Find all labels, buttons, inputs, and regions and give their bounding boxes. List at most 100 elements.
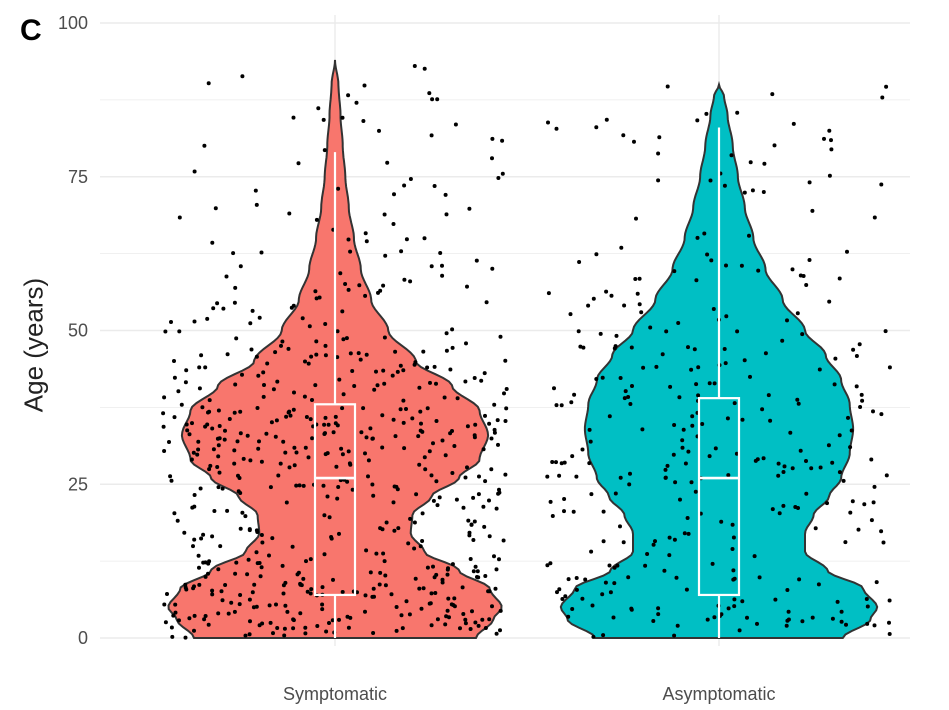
data-point <box>172 375 177 380</box>
data-point <box>232 410 237 415</box>
data-point <box>327 621 331 625</box>
data-point <box>199 353 204 358</box>
data-point <box>238 409 243 414</box>
y-tick-labels: 0 25 50 75 100 <box>58 13 88 648</box>
data-point <box>545 563 550 568</box>
data-point <box>222 437 227 442</box>
data-point <box>338 271 343 276</box>
data-point <box>492 430 497 435</box>
data-point <box>333 414 338 419</box>
data-point <box>198 486 203 491</box>
data-point <box>412 546 417 551</box>
data-point <box>880 95 885 100</box>
data-point <box>500 138 505 143</box>
data-point <box>810 208 815 213</box>
data-point <box>474 258 479 263</box>
data-point <box>238 491 243 495</box>
data-point <box>837 433 842 438</box>
data-point <box>196 553 201 558</box>
data-point <box>225 508 230 513</box>
data-point <box>431 564 435 569</box>
data-point <box>175 518 180 523</box>
data-point <box>217 424 222 428</box>
data-point <box>465 284 469 289</box>
data-point <box>559 461 564 466</box>
data-point <box>422 236 427 241</box>
data-point <box>165 592 169 596</box>
data-point <box>391 222 396 226</box>
data-point <box>609 293 614 298</box>
data-point <box>483 626 488 630</box>
data-point <box>748 374 752 379</box>
data-point <box>833 356 838 361</box>
data-point <box>576 329 581 334</box>
data-point <box>604 289 609 294</box>
data-point <box>689 480 694 485</box>
data-point <box>286 346 291 351</box>
data-point <box>291 618 296 623</box>
data-point <box>259 533 264 537</box>
data-point <box>839 609 844 614</box>
data-point <box>872 215 877 220</box>
data-point <box>189 457 194 462</box>
data-point <box>167 440 171 444</box>
data-point <box>664 329 669 334</box>
data-point <box>684 587 689 592</box>
data-point <box>343 282 348 286</box>
data-point <box>837 276 842 281</box>
data-point <box>574 474 579 479</box>
data-point <box>237 602 242 607</box>
data-point <box>352 384 357 388</box>
data-point <box>546 291 551 296</box>
data-point <box>845 249 849 254</box>
data-point <box>404 407 408 411</box>
data-point <box>257 315 262 320</box>
data-point <box>197 365 202 370</box>
data-point <box>425 365 430 370</box>
data-point <box>336 186 341 191</box>
data-point <box>377 582 382 587</box>
data-point <box>634 216 638 221</box>
data-point <box>264 431 269 436</box>
data-point <box>437 495 442 500</box>
data-point <box>872 623 877 628</box>
data-point <box>629 345 634 350</box>
data-point <box>364 239 369 244</box>
data-point <box>211 447 216 452</box>
data-point <box>257 623 262 628</box>
data-point <box>854 354 859 358</box>
data-point <box>363 231 368 236</box>
data-point <box>221 306 226 311</box>
data-point <box>401 398 406 403</box>
data-point <box>735 329 740 334</box>
data-point <box>498 628 502 633</box>
data-point <box>484 300 489 305</box>
data-point <box>356 351 361 356</box>
data-point <box>440 263 444 268</box>
data-point <box>500 171 505 176</box>
data-point <box>381 368 386 373</box>
data-point <box>233 382 238 387</box>
data-point <box>641 365 646 370</box>
data-point <box>398 407 403 412</box>
data-point <box>183 582 188 587</box>
data-point <box>722 183 727 188</box>
data-point <box>469 522 474 527</box>
data-point <box>548 499 553 504</box>
data-point <box>829 138 833 143</box>
data-point <box>696 393 701 398</box>
data-point <box>346 625 351 630</box>
data-point <box>291 115 296 120</box>
data-point <box>197 582 202 587</box>
data-point <box>291 407 296 412</box>
data-point <box>503 358 508 363</box>
data-point <box>348 351 353 356</box>
data-point <box>859 392 864 397</box>
data-point <box>776 473 781 478</box>
data-point <box>169 625 174 630</box>
data-point <box>790 267 795 272</box>
data-point <box>619 245 624 250</box>
data-point <box>440 577 445 582</box>
data-point <box>850 499 855 504</box>
data-point <box>422 455 427 460</box>
